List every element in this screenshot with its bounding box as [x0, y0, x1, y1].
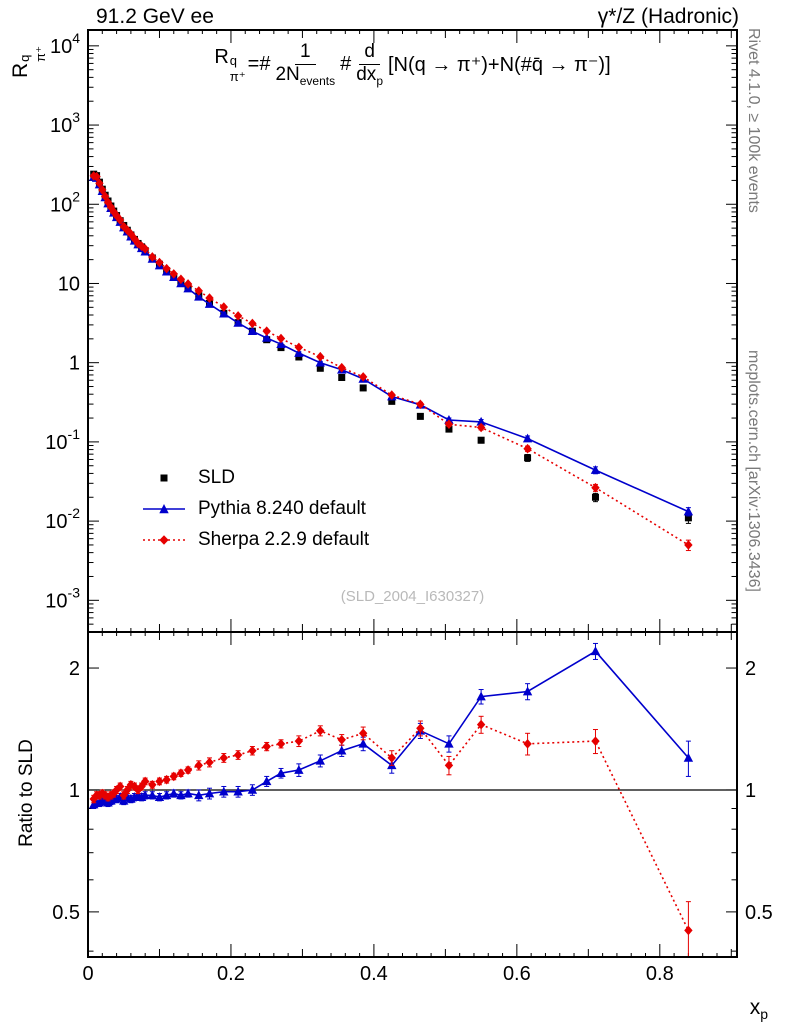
ratio-tick-label-right: 1	[745, 780, 756, 802]
series-sherpa-2-2-9-default	[89, 715, 693, 957]
x-tick-label: 0.2	[217, 963, 245, 985]
x-axis-label: xp	[749, 996, 768, 1023]
formula-fraction-1: 1 2Nevents	[275, 41, 336, 88]
formula-equals: =#	[247, 53, 271, 76]
y-axis-label-ratio: Ratio to SLD	[16, 739, 37, 847]
ratio-tick-label-right: 2	[745, 658, 756, 680]
rivet-version-note: Rivet 4.1.0, ≥ 100k events	[745, 28, 762, 213]
legend-label: Sherpa 2.2.9 default	[198, 529, 370, 550]
y-tick-label: 10	[58, 273, 80, 295]
formula-fraction-2: d dxp	[356, 41, 383, 88]
series-pythia-8-240-default	[89, 642, 694, 809]
square-marker-icon	[160, 474, 168, 482]
ratio-tick-label-left: 1	[69, 780, 80, 802]
x-tick-label: 0.6	[503, 963, 531, 985]
series-sherpa-2-2-9-default	[89, 171, 693, 552]
legend-item-sherpa: Sherpa 2.2.9 default	[141, 529, 369, 551]
formula-separator: #	[340, 53, 352, 76]
y-tick-label: 10-2	[45, 505, 80, 533]
legend: SLD Pythia 8.240 default Sherpa 2.2.9 de…	[141, 467, 369, 551]
legend-label: SLD	[198, 467, 235, 488]
y-tick-label: 10-3	[45, 584, 80, 612]
legend-item-sld: SLD	[141, 467, 369, 489]
series-pythia-8-240-default	[89, 171, 694, 517]
triangle-line-marker-icon	[143, 504, 185, 514]
y-tick-label: 103	[50, 109, 80, 137]
ratio-panel-frame	[87, 631, 738, 958]
beam-energy-title: 91.2 GeV ee	[96, 5, 214, 28]
ratio-tick-label-left: 2	[69, 658, 80, 680]
mcplots-arxiv-note: mcplots.cern.ch [arXiv:1306.3436]	[745, 350, 762, 592]
x-tick-label: 0	[82, 963, 93, 985]
legend-item-pythia: Pythia 8.240 default	[141, 498, 369, 520]
y-tick-label: 1	[69, 353, 80, 375]
diamond-dotted-line-marker-icon	[143, 535, 185, 545]
process-title: γ*/Z (Hadronic)	[597, 5, 739, 28]
analysis-watermark: (SLD_2004_I630327)	[340, 588, 485, 605]
y-tick-label: 104	[50, 30, 80, 58]
formula-rhs: [N(q → π⁺)+N(#q̄ → π⁻)]	[388, 54, 611, 77]
legend-label: Pythia 8.240 default	[198, 498, 366, 519]
x-tick-label: 0.8	[646, 963, 674, 985]
ratio-tick-label-left: 0.5	[52, 902, 80, 924]
y-tick-label: 10-1	[45, 426, 80, 454]
ratio-tick-label-right: 0.5	[745, 902, 773, 924]
x-tick-label: 0.4	[360, 963, 388, 985]
y-tick-label: 102	[50, 188, 80, 216]
